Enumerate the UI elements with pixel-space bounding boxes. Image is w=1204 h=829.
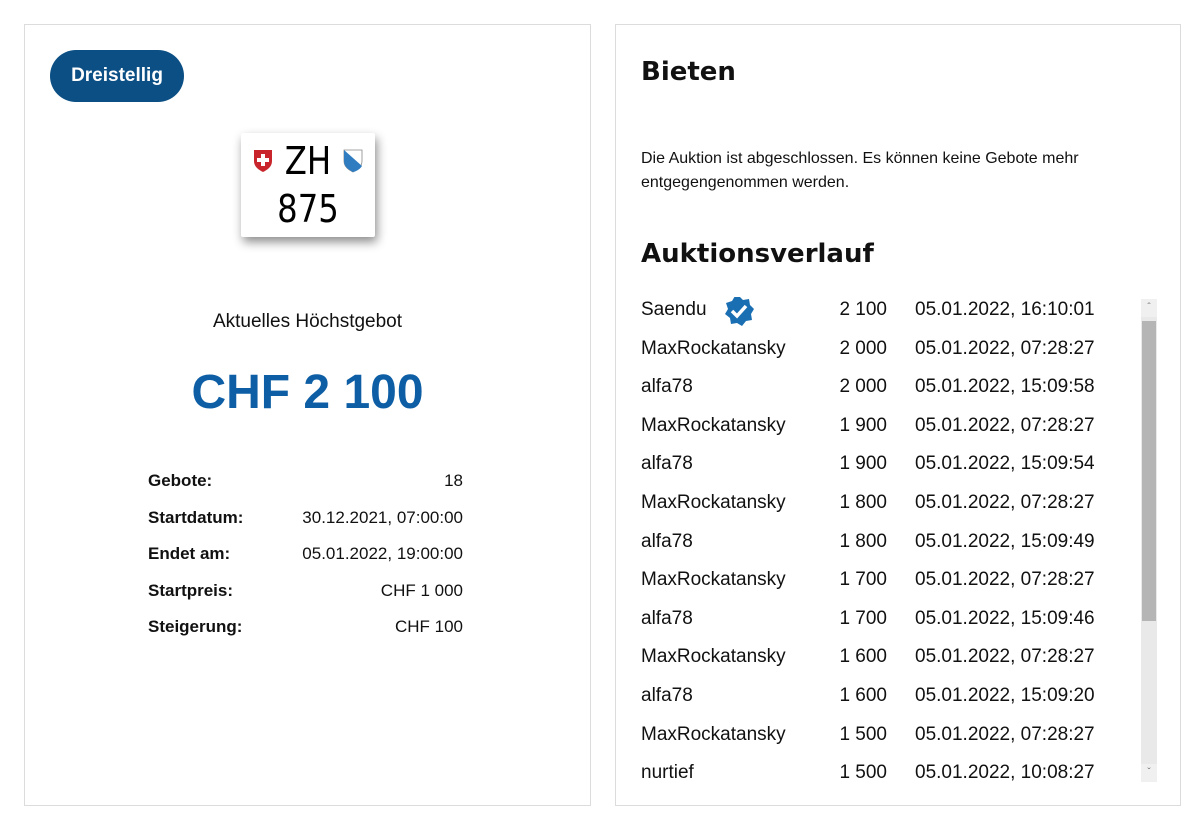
bid-date: 05.01.2022, 15:09:46 — [915, 607, 1095, 629]
bid-amount: 1 700 — [839, 569, 887, 591]
plate-detail-card: Dreistellig ZH 875 Aktuelles Höchstgebot… — [24, 24, 591, 806]
bid-row: alfa78 1 800 05.01.2022, 15:09:49 — [641, 529, 1121, 568]
bid-date: 05.01.2022, 07:28:27 — [915, 414, 1095, 436]
bidder-name: alfa78 — [641, 530, 693, 552]
scroll-up-icon[interactable]: ˆ — [1141, 299, 1157, 317]
bid-amount: 1 800 — [839, 491, 887, 513]
bid-row: MaxRockatansky 1 800 05.01.2022, 07:28:27 — [641, 490, 1121, 529]
bid-amount: 1 900 — [839, 414, 887, 436]
info-row-bids: Gebote: 18 — [148, 471, 463, 508]
info-value: CHF 1 000 — [380, 580, 463, 600]
bid-amount: 1 500 — [839, 762, 887, 783]
info-row-start-price: Startpreis: CHF 1 000 — [148, 581, 463, 618]
scrollbar-thumb[interactable] — [1142, 321, 1156, 621]
info-row-start-date: Startdatum: 30.12.2021, 07:00:00 — [148, 508, 463, 545]
swiss-shield-icon — [254, 150, 272, 172]
bid-date: 05.01.2022, 07:28:27 — [915, 491, 1095, 513]
info-value: 30.12.2021, 07:00:00 — [302, 507, 463, 527]
bid-amount: 2 100 — [839, 299, 887, 320]
bidder-name: MaxRockatansky — [641, 569, 786, 591]
bid-amount: 1 800 — [839, 530, 887, 552]
bid-amount: 1 900 — [839, 453, 887, 475]
bid-row: MaxRockatansky 1 500 05.01.2022, 07:28:27 — [641, 722, 1121, 761]
bid-amount: 1 700 — [839, 607, 887, 629]
bid-row: MaxRockatansky 1 900 05.01.2022, 07:28:27 — [641, 413, 1121, 452]
bid-history-list[interactable]: Saendu 2 100 05.01.2022, 16:10:01 MaxRockat… — [641, 297, 1121, 783]
bid-date: 05.01.2022, 07:28:27 — [915, 337, 1095, 359]
bid-row: MaxRockatansky 1 700 05.01.2022, 07:28:27 — [641, 567, 1121, 606]
bidder-name: MaxRockatansky — [641, 337, 786, 359]
bid-row: alfa78 1 600 05.01.2022, 15:09:20 — [641, 683, 1121, 722]
bidder-name: MaxRockatansky — [641, 414, 786, 436]
bid-date: 05.01.2022, 15:09:58 — [915, 376, 1095, 398]
bid-row: MaxRockatansky 2 000 05.01.2022, 07:28:27 — [641, 336, 1121, 375]
bidder-name: nurtief — [641, 762, 694, 783]
verified-badge-icon — [725, 297, 754, 326]
history-title: Auktionsverlauf — [641, 239, 874, 269]
bidder-name: alfa78 — [641, 376, 693, 398]
info-label: Startdatum: — [148, 507, 244, 527]
bid-date: 05.01.2022, 15:09:49 — [915, 530, 1095, 552]
auction-info: Gebote: 18 Startdatum: 30.12.2021, 07:00:0… — [148, 471, 463, 654]
bid-row: nurtief 1 500 05.01.2022, 10:08:27 — [641, 760, 1121, 783]
info-value: 18 — [444, 471, 463, 490]
info-label: Startpreis: — [148, 580, 234, 600]
bid-date: 05.01.2022, 15:09:20 — [915, 684, 1095, 706]
bid-row: alfa78 1 900 05.01.2022, 15:09:54 — [641, 451, 1121, 490]
info-label: Gebote: — [148, 471, 213, 490]
bid-amount: 1 600 — [839, 684, 887, 706]
bid-date: 05.01.2022, 07:28:27 — [915, 646, 1095, 668]
bid-amount: 2 000 — [839, 337, 887, 359]
bid-title: Bieten — [641, 57, 736, 87]
info-label: Steigerung: — [148, 617, 243, 636]
auction-closed-message: Die Auktion ist abgeschlossen. Es können… — [641, 150, 1079, 191]
bidder-name: alfa78 — [641, 453, 693, 475]
bid-date: 05.01.2022, 07:28:27 — [915, 723, 1095, 745]
license-plate: ZH 875 — [241, 133, 375, 237]
bid-row: Saendu 2 100 05.01.2022, 16:10:01 — [641, 297, 1121, 336]
scroll-down-icon[interactable]: ˇ — [1141, 764, 1157, 782]
bidding-card: Bieten Die Auktion ist abgeschlossen. Es… — [615, 24, 1181, 806]
bid-row: alfa78 2 000 05.01.2022, 15:09:58 — [641, 374, 1121, 413]
bid-row: MaxRockatansky 1 600 05.01.2022, 07:28:27 — [641, 644, 1121, 683]
zurich-shield-icon — [343, 149, 363, 173]
bid-amount: 1 500 — [839, 723, 887, 745]
bid-amount: 1 600 — [839, 646, 887, 668]
bidder-name: MaxRockatansky — [641, 723, 786, 745]
bid-row: alfa78 1 700 05.01.2022, 15:09:46 — [641, 606, 1121, 645]
bidder-name: MaxRockatansky — [641, 491, 786, 513]
info-row-end-date: Endet am: 05.01.2022, 19:00:00 — [148, 544, 463, 581]
scrollbar[interactable]: ˆ ˇ — [1141, 299, 1157, 782]
bid-amount: 2 000 — [839, 376, 887, 398]
bid-date: 05.01.2022, 07:28:27 — [915, 569, 1095, 591]
bid-date: 05.01.2022, 15:09:54 — [915, 453, 1095, 475]
bidder-name: MaxRockatansky — [641, 646, 786, 668]
info-value: 05.01.2022, 19:00:00 — [302, 544, 463, 563]
bid-date: 05.01.2022, 10:08:27 — [915, 762, 1095, 783]
info-value: CHF 100 — [394, 617, 463, 636]
bidder-name: alfa78 — [641, 607, 693, 629]
current-bid-label: Aktuelles Höchstgebot — [212, 311, 403, 332]
info-label: Endet am: — [148, 544, 231, 563]
current-bid-amount: CHF 2 100 — [191, 366, 424, 419]
info-row-increment: Steigerung: CHF 100 — [148, 617, 463, 654]
category-badge[interactable]: Dreistellig — [50, 50, 184, 102]
plate-canton: ZH — [284, 139, 332, 183]
plate-number: 875 — [277, 187, 339, 231]
bidder-name: alfa78 — [641, 684, 693, 706]
bidder-name: Saendu — [641, 299, 707, 320]
bid-date: 05.01.2022, 16:10:01 — [915, 299, 1095, 320]
